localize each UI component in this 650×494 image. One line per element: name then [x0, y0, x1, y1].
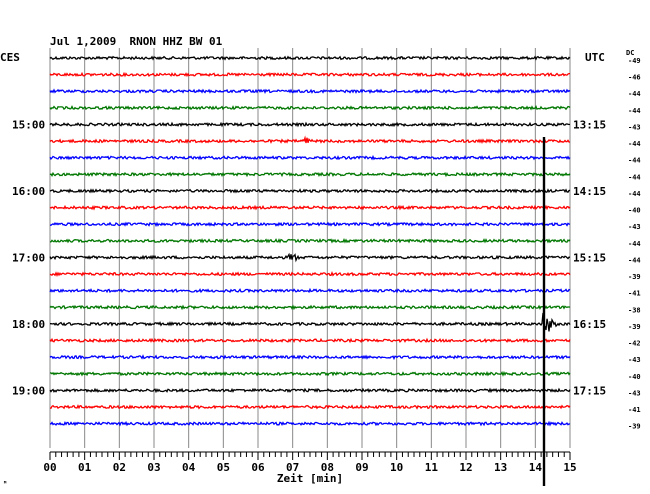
- trace-12: [49, 252, 570, 263]
- trace-8: [49, 188, 571, 194]
- axis-labels: Jul 1,2009 RNON HHZ BW 01 CES UTC DC Zei…: [0, 35, 641, 488]
- seismic-traces: [49, 55, 571, 427]
- dc-offset-label: -39: [628, 323, 641, 331]
- trace-17: [49, 337, 571, 344]
- x-tick-label: 05: [217, 461, 230, 474]
- trace-11: [49, 237, 571, 244]
- dc-offset-label: -42: [628, 340, 641, 348]
- dc-offset-label: -44: [628, 157, 641, 165]
- left-time-label: 15:00: [12, 118, 45, 131]
- dc-offset-label: -39: [628, 423, 641, 431]
- x-tick-label: 04: [182, 461, 196, 474]
- bottom-note: ᴹ: [3, 480, 7, 488]
- dc-offset-label: -39: [628, 273, 641, 281]
- dc-offset-label: -43: [628, 123, 641, 131]
- x-tick-label: 03: [147, 461, 160, 474]
- trace-16: [49, 312, 571, 332]
- x-tick-label: 12: [459, 461, 472, 474]
- dc-offset-label: -44: [628, 190, 641, 198]
- x-tick-label: 07: [286, 461, 299, 474]
- trace-2: [49, 88, 571, 95]
- right-time-label: 15:15: [573, 251, 606, 264]
- dc-offset-label: -46: [628, 74, 641, 82]
- dc-offset-label: -38: [628, 306, 641, 314]
- trace-13: [49, 271, 571, 277]
- dc-offset-label: -40: [628, 373, 641, 381]
- right-axis-label: UTC: [585, 51, 605, 64]
- dc-offset-label: -41: [628, 290, 641, 298]
- dc-offset-label: -44: [628, 173, 641, 181]
- trace-0: [49, 55, 571, 61]
- trace-22: [49, 420, 571, 427]
- x-axis-label: Zeit [min]: [277, 472, 343, 485]
- dc-offset-label: -44: [628, 256, 641, 264]
- x-tick-label: 09: [355, 461, 368, 474]
- x-tick-label: 15: [563, 461, 576, 474]
- x-tick-label: 00: [43, 461, 56, 474]
- dc-offset-label: -41: [628, 406, 641, 414]
- trace-7: [49, 171, 571, 178]
- right-time-label: 17:15: [573, 384, 606, 397]
- trace-14: [49, 287, 571, 294]
- trace-21: [49, 404, 571, 410]
- x-axis: 00 01 02 03 04 05 06 07 08 09 10 11 12 13 14 15: [43, 451, 577, 474]
- left-axis-label: CES: [0, 51, 20, 64]
- right-time-label: 13:15: [573, 118, 606, 131]
- x-tick-label: 10: [390, 461, 403, 474]
- dc-offset-label: -44: [628, 107, 641, 115]
- x-tick-label: 06: [251, 461, 265, 474]
- dc-offset-label: -44: [628, 240, 641, 248]
- x-tick-label: 01: [78, 461, 92, 474]
- left-time-label: 19:00: [12, 384, 45, 397]
- trace-4: [49, 121, 571, 128]
- x-tick-label: 02: [113, 461, 126, 474]
- dc-offset-label: -44: [628, 90, 641, 98]
- trace-15: [49, 304, 571, 311]
- dc-offset-label: -40: [628, 207, 641, 215]
- trace-18: [49, 354, 571, 361]
- dc-offset-label: -43: [628, 223, 641, 231]
- trace-20: [49, 387, 571, 394]
- x-tick-label: 14: [529, 461, 543, 474]
- dc-offset-label: -43: [628, 356, 641, 364]
- x-tick-label: 11: [425, 461, 439, 474]
- trace-19: [49, 370, 571, 377]
- x-tick-label: 13: [494, 461, 507, 474]
- trace-5: [49, 135, 571, 144]
- trace-10: [50, 221, 570, 228]
- dc-label: DC: [626, 49, 634, 57]
- grid-lines: [49, 48, 571, 448]
- left-time-label: 16:00: [12, 185, 45, 198]
- trace-9: [49, 204, 571, 211]
- dc-offset-label: -44: [628, 140, 641, 148]
- trace-3: [49, 105, 571, 111]
- left-time-label: 17:00: [12, 251, 45, 264]
- trace-1: [49, 71, 570, 78]
- dc-offset-label: -43: [628, 389, 641, 397]
- right-time-label: 16:15: [573, 318, 606, 331]
- chart-title: Jul 1,2009 RNON HHZ BW 01: [50, 35, 223, 48]
- trace-6: [49, 154, 571, 161]
- right-time-label: 14:15: [573, 185, 606, 198]
- dc-offset-label: -49: [628, 57, 641, 65]
- x-tick-label: 08: [321, 461, 334, 474]
- left-time-label: 18:00: [12, 318, 45, 331]
